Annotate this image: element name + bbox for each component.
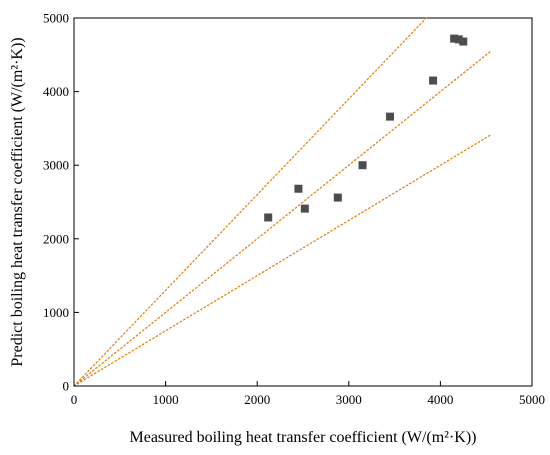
- y-tick-label: 3000: [43, 158, 69, 173]
- x-tick-label: 3000: [336, 392, 362, 407]
- data-point: [300, 204, 309, 213]
- y-tick-label: 2000: [43, 231, 69, 246]
- x-axis-ticks: 0 1000 2000 3000 4000 5000: [71, 381, 545, 407]
- y-tick-label: 0: [63, 379, 70, 394]
- data-point: [429, 76, 438, 85]
- data-points: [264, 34, 468, 222]
- data-point: [450, 34, 459, 43]
- x-tick-label: 1000: [153, 392, 179, 407]
- data-point: [386, 112, 395, 121]
- data-point: [454, 35, 463, 44]
- reference-line-3: [73, 134, 492, 387]
- data-point: [333, 193, 342, 202]
- reference-line-1: [73, 17, 428, 387]
- x-tick-label: 5000: [519, 392, 545, 407]
- y-tick-label: 5000: [43, 11, 69, 26]
- data-point: [264, 213, 273, 222]
- data-point: [294, 184, 303, 193]
- data-point: [459, 37, 468, 46]
- x-tick-label: 2000: [244, 392, 270, 407]
- data-point: [358, 161, 367, 170]
- reference-line-2: [73, 50, 492, 387]
- y-axis-ticks: 0 1000 2000 3000 4000 5000: [43, 11, 79, 394]
- y-axis-title: Predict boiling heat transfer coefficien…: [9, 37, 26, 366]
- plot-frame: [73, 17, 533, 387]
- x-tick-label: 0: [71, 392, 78, 407]
- x-axis-title: Measured boiling heat transfer coefficie…: [129, 429, 476, 446]
- reference-lines: [73, 17, 492, 387]
- x-tick-label: 4000: [427, 392, 453, 407]
- y-tick-label: 4000: [43, 84, 69, 99]
- y-tick-label: 1000: [43, 305, 69, 320]
